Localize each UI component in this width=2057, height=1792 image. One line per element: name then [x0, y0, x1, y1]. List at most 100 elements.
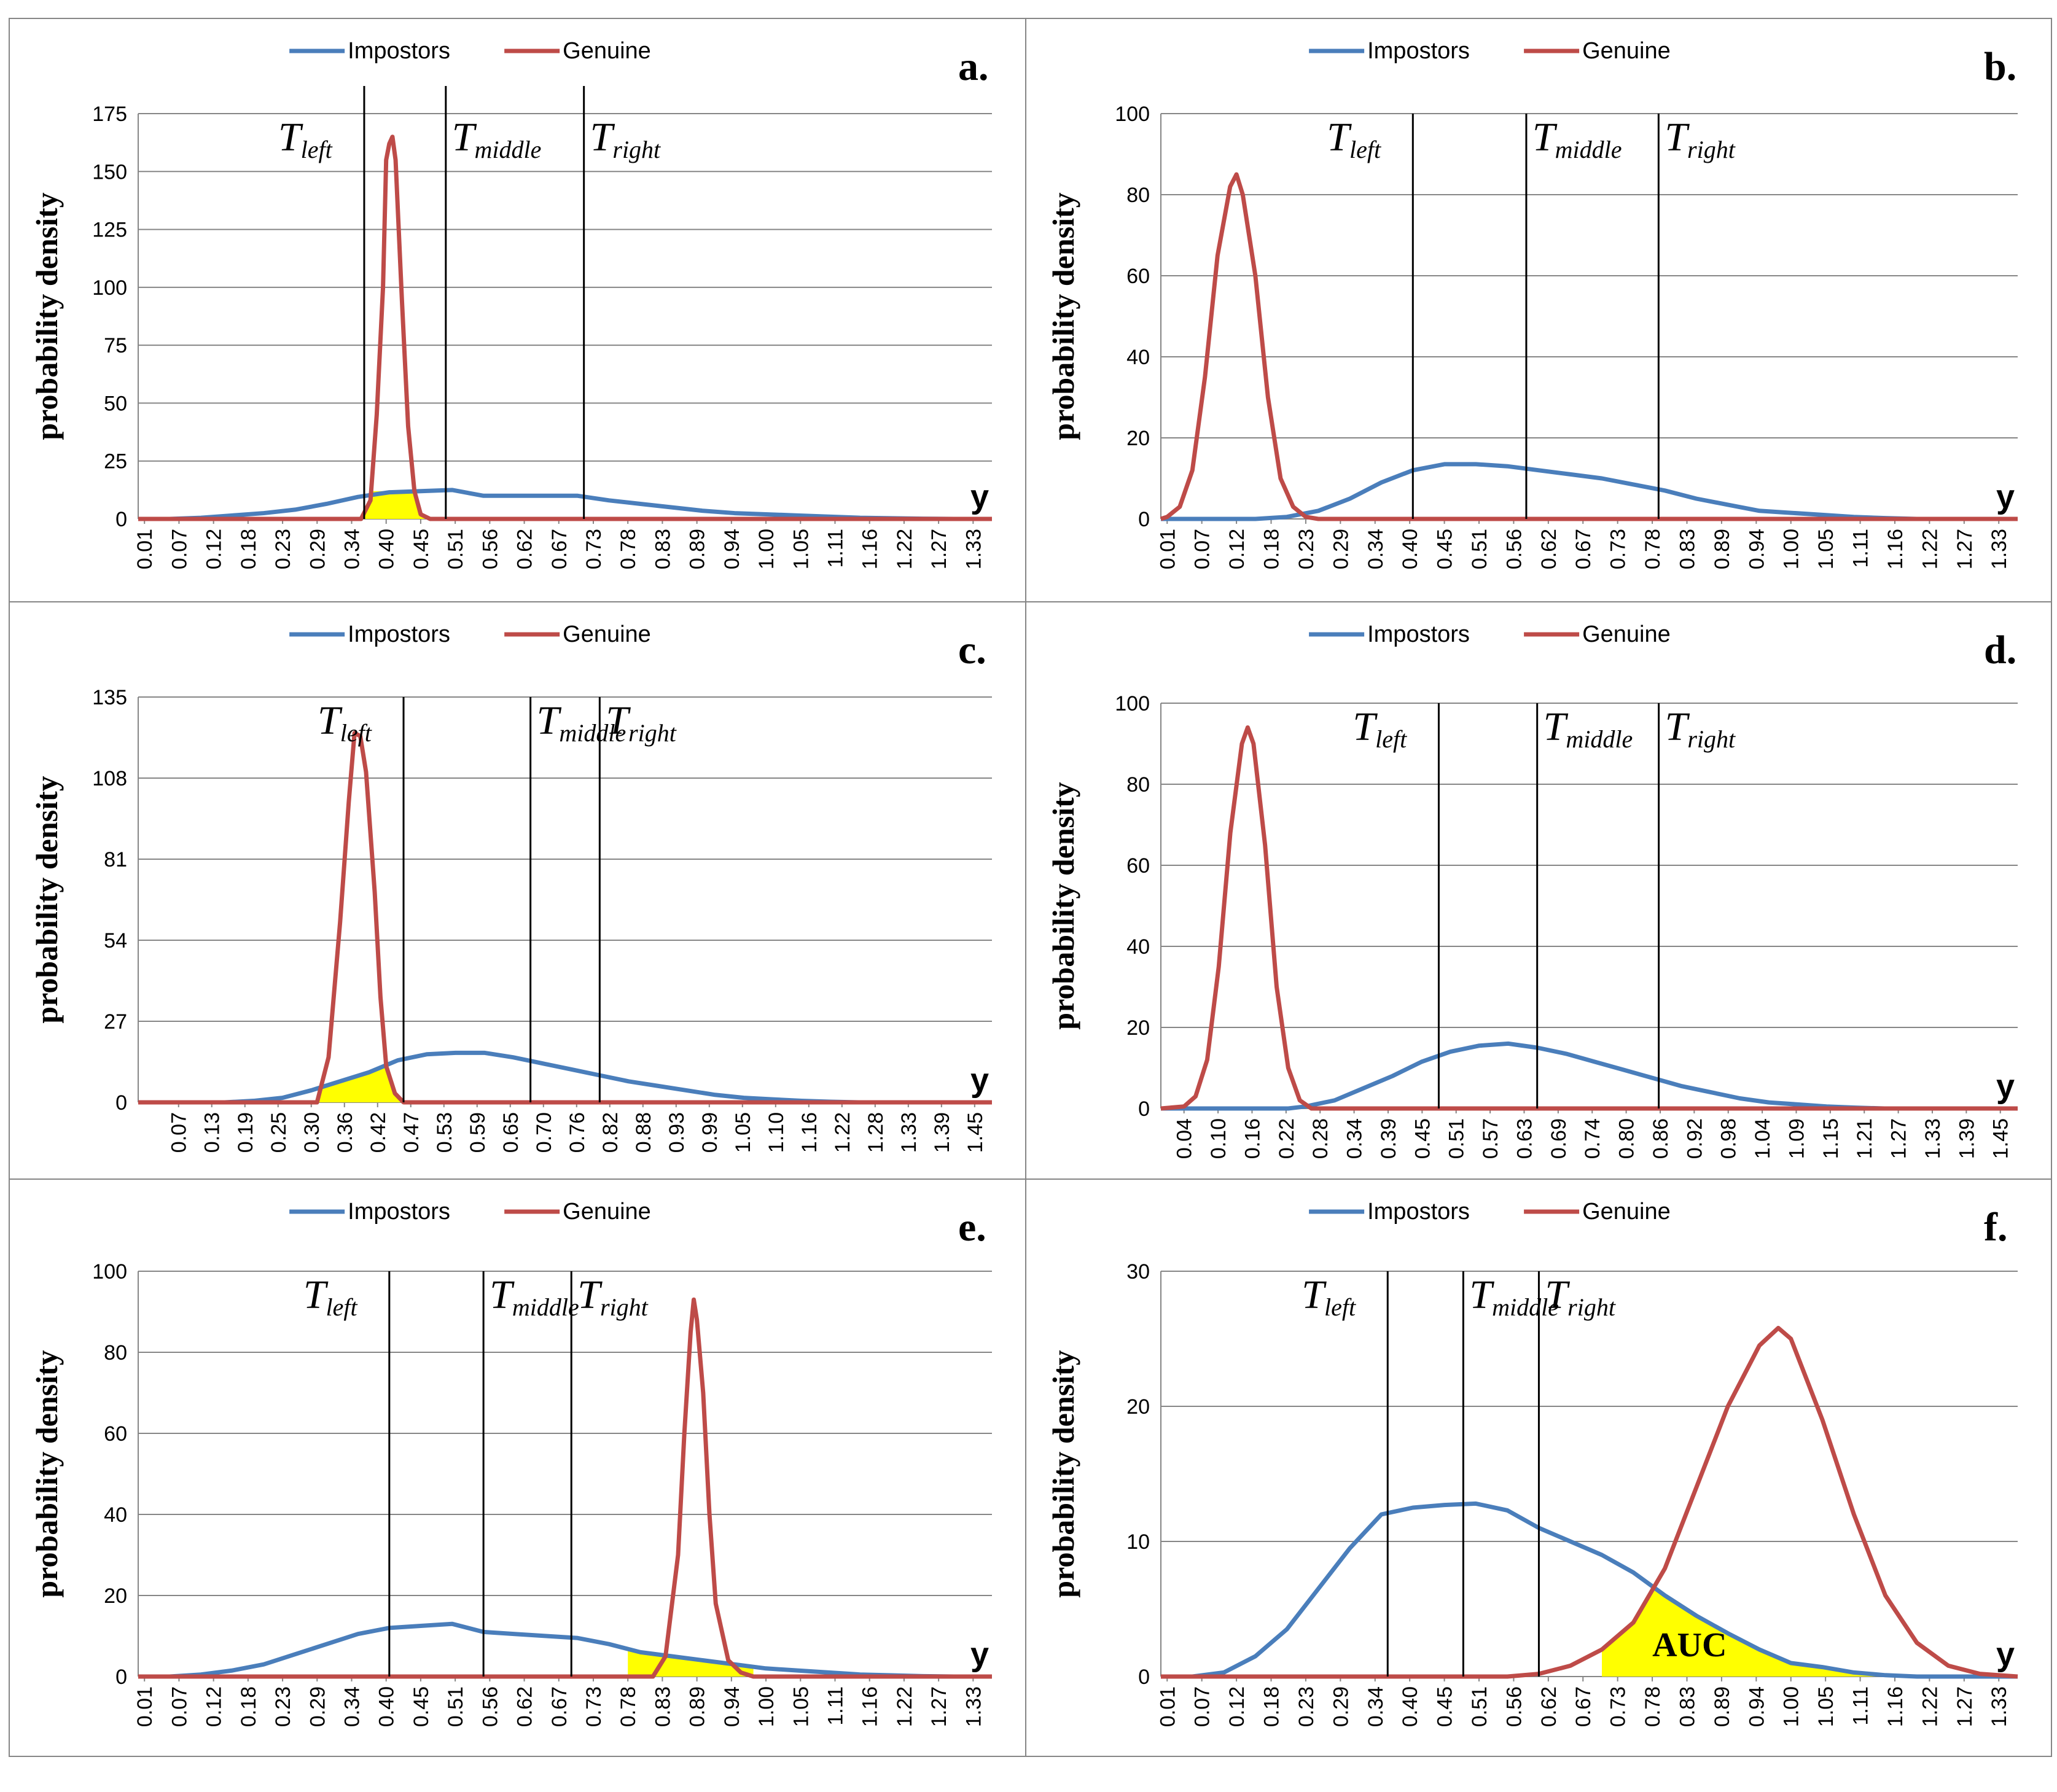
chart-panel-d: 0 20 40 60 80 100 0.04 0.10 0.16 0.22 0.28 0.34 0.39…: [1025, 601, 2052, 1180]
y-tick-label: 80: [104, 1341, 127, 1365]
x-tick-label: 0.18: [1260, 529, 1284, 569]
x-tick-label: 0.67: [548, 1686, 571, 1727]
legend-label-impostors: Impostors: [1367, 1199, 1470, 1225]
x-tick-label: 0.89: [1711, 529, 1734, 569]
x-tick-label: 1.33: [1921, 1118, 1945, 1159]
threshold-label-right: Tright: [1545, 1272, 1615, 1321]
y-tick-label: 80: [1126, 184, 1150, 207]
y-axis-title: probability density: [1046, 782, 1080, 1029]
threshold-label-left: Tleft: [318, 698, 372, 747]
x-tick-label: 0.88: [632, 1112, 655, 1153]
y-tick-label: 50: [104, 392, 127, 415]
auc-annotation: AUC: [1652, 1626, 1727, 1664]
x-tick-label: 1.11: [1849, 1686, 1873, 1726]
x-tick-label: 0.12: [203, 1686, 226, 1727]
x-tick-label: 1.22: [1918, 1686, 1942, 1727]
x-tick-label: 1.09: [1785, 1118, 1808, 1159]
x-tick-label: 0.83: [1676, 1686, 1699, 1727]
y-tick-label: 81: [104, 848, 127, 871]
y-axis-title: probability density: [29, 776, 64, 1023]
x-tick-label: 0.51: [1445, 1118, 1469, 1159]
x-tick-label: 0.45: [410, 529, 433, 569]
y-tick-label: 125: [92, 219, 127, 242]
x-axis-variable-label: y: [1996, 1068, 2015, 1105]
x-tick-label: 0.22: [1275, 1118, 1298, 1159]
y-tick-label: 10: [1126, 1530, 1150, 1554]
chart-panel-e: 0 20 40 60 80 100 0.01 0.07 0.12 0.18 0.23 0.29 0.34…: [9, 1178, 1026, 1757]
x-tick-label: 0.94: [1745, 1686, 1768, 1727]
x-axis-variable-label: y: [970, 478, 989, 515]
x-tick-label: 1.16: [1884, 1686, 1907, 1727]
x-tick-label: 1.39: [1955, 1118, 1978, 1159]
x-tick-label: 0.40: [375, 529, 399, 569]
legend-label-genuine: Genuine: [563, 621, 651, 647]
x-tick-label: 0.94: [720, 529, 744, 569]
x-tick-label: 0.59: [466, 1112, 490, 1153]
x-tick-label: 0.29: [1329, 529, 1352, 569]
legend-label-impostors: Impostors: [348, 1199, 450, 1225]
x-tick-label: 0.07: [1191, 529, 1214, 569]
x-tick-label: 1.27: [1953, 529, 1977, 569]
x-tick-label: 0.51: [1468, 529, 1491, 569]
threshold-label-left: Tleft: [1327, 115, 1381, 163]
x-tick-label: 1.05: [789, 1686, 813, 1727]
x-tick-label: 0.01: [133, 529, 157, 569]
legend-label-genuine: Genuine: [1582, 621, 1671, 647]
threshold-label-middle: Tmiddle: [1532, 115, 1622, 163]
y-tick-label: 100: [1115, 692, 1150, 715]
threshold-label-left: Tleft: [1352, 704, 1407, 753]
y-axis-title: probability density: [1046, 192, 1080, 440]
series-line-genuine: [138, 731, 992, 1105]
x-tick-label: 1.00: [1780, 1686, 1803, 1727]
x-tick-label: 0.10: [1207, 1118, 1230, 1159]
x-tick-label: 1.28: [864, 1112, 888, 1153]
x-tick-label: 0.28: [1309, 1118, 1332, 1159]
x-tick-label: 0.83: [651, 529, 674, 569]
x-tick-label: 0.18: [1260, 1686, 1284, 1727]
x-tick-label: 0.76: [566, 1112, 589, 1153]
series-line-impostors: [1161, 1501, 2018, 1679]
x-tick-label: 1.45: [964, 1112, 987, 1153]
x-tick-label: 1.16: [798, 1112, 821, 1153]
x-tick-label: 1.27: [1887, 1118, 1911, 1159]
series-line-genuine: [1161, 1325, 2018, 1679]
x-tick-label: 0.16: [1241, 1118, 1264, 1159]
y-tick-label: 135: [92, 686, 127, 709]
x-tick-label: 1.05: [1814, 529, 1838, 569]
threshold-label-middle: Tmiddle: [1469, 1272, 1559, 1321]
y-tick-label: 60: [1126, 265, 1150, 288]
x-tick-label: 1.33: [962, 529, 985, 569]
x-tick-label: 0.01: [1156, 1686, 1179, 1727]
legend-label-genuine: Genuine: [563, 38, 651, 64]
y-tick-label: 54: [104, 929, 127, 952]
x-tick-label: 1.21: [1853, 1118, 1876, 1159]
y-tick-label: 25: [104, 450, 127, 473]
x-tick-label: 0.78: [617, 529, 640, 569]
x-tick-label: 0.98: [1717, 1118, 1741, 1159]
x-tick-label: 0.12: [203, 529, 226, 569]
x-tick-label: 0.12: [1225, 1686, 1249, 1727]
x-tick-label: 0.19: [234, 1112, 257, 1153]
x-tick-label: 0.01: [1156, 529, 1179, 569]
x-tick-label: 0.18: [237, 1686, 260, 1727]
x-tick-label: 0.56: [478, 529, 502, 569]
x-tick-label: 1.22: [831, 1112, 854, 1153]
x-tick-label: 1.11: [824, 529, 847, 568]
legend-label-genuine: Genuine: [563, 1199, 651, 1225]
x-tick-label: 0.23: [1295, 1686, 1318, 1727]
y-tick-label: 0: [115, 508, 127, 531]
y-tick-label: 0: [115, 1091, 127, 1115]
x-tick-label: 0.51: [1468, 1686, 1491, 1727]
x-tick-label: 0.62: [513, 529, 537, 569]
y-tick-label: 0: [1138, 508, 1150, 531]
x-tick-label: 0.30: [300, 1112, 324, 1153]
y-axis-title: probability density: [29, 192, 64, 440]
x-tick-label: 0.78: [617, 1686, 640, 1727]
x-tick-label: 0.07: [168, 529, 191, 569]
x-tick-label: 0.34: [1343, 1118, 1367, 1159]
y-tick-label: 100: [92, 1260, 127, 1284]
x-tick-label: 0.57: [1479, 1118, 1502, 1159]
legend-label-impostors: Impostors: [1367, 621, 1470, 647]
x-tick-label: 0.53: [433, 1112, 456, 1153]
x-tick-label: 0.45: [1411, 1118, 1434, 1159]
